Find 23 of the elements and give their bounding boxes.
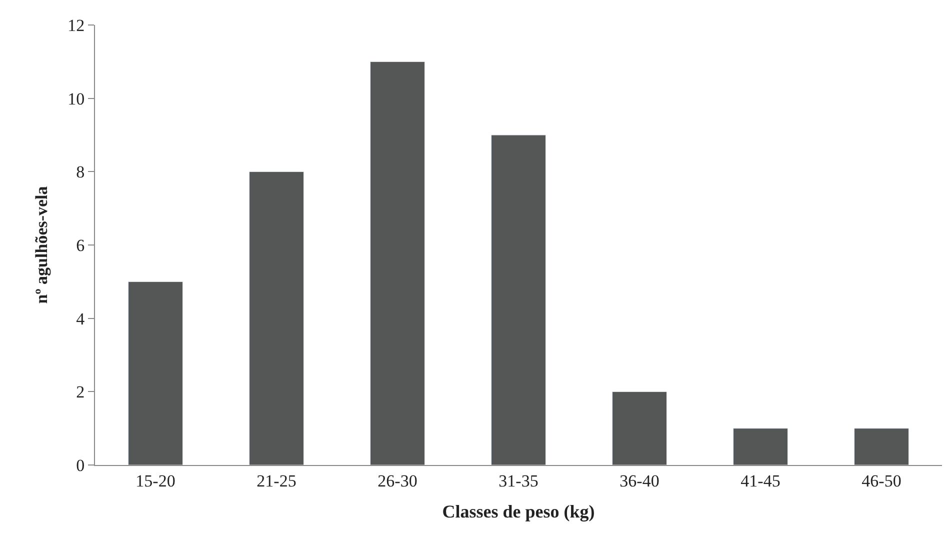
bar — [128, 281, 183, 465]
x-tick-label: 31-35 — [498, 471, 538, 490]
bar — [612, 391, 667, 465]
y-tick-label: 10 — [68, 89, 85, 108]
bar — [491, 134, 546, 465]
bar — [249, 171, 304, 465]
x-tick-label: 36-40 — [620, 471, 660, 490]
y-tick-label: 2 — [76, 382, 85, 402]
y-tick-label: 0 — [76, 456, 85, 475]
y-tick-label: 6 — [76, 236, 85, 255]
x-tick-label: 21-25 — [256, 471, 296, 490]
y-tick-label: 4 — [76, 309, 86, 328]
y-tick-label: 12 — [68, 16, 85, 35]
x-tick-label: 46-50 — [862, 471, 902, 490]
bar — [733, 428, 788, 465]
x-axis-title: Classes de peso (kg) — [442, 502, 595, 522]
x-tick-label: 41-45 — [740, 471, 780, 490]
y-tick-label: 8 — [76, 162, 85, 182]
x-tick-label: 15-20 — [136, 471, 176, 490]
bar — [854, 428, 909, 465]
x-tick-label: 26-30 — [378, 471, 418, 490]
bar — [370, 61, 425, 465]
y-axis-title: nº agulhões-vela — [32, 186, 52, 304]
